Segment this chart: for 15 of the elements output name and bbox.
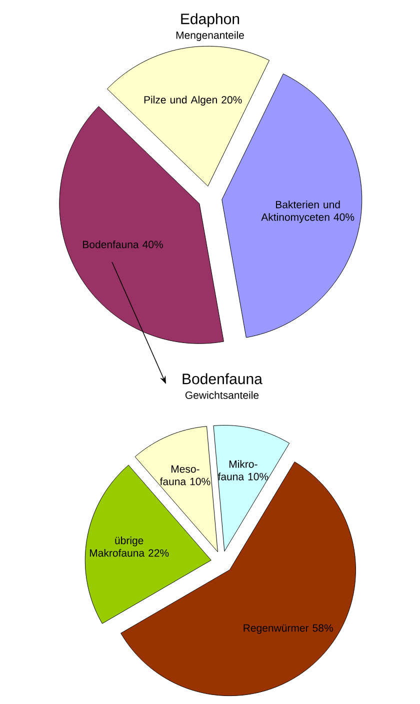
chart-title: Bodenfauna xyxy=(182,373,262,384)
slice-label: Bodenfauna xyxy=(83,240,139,248)
data-label: 20% xyxy=(222,96,242,104)
data-label: 22% xyxy=(148,549,169,557)
slice-label: Regenwürmer xyxy=(244,624,309,634)
chart-title: Edaphon xyxy=(181,13,240,28)
slice-label: Pilze und Algen xyxy=(144,96,217,106)
slice-label: übrige Makrofauna xyxy=(90,536,145,557)
chart-subtitle: Mengenanteile xyxy=(176,31,244,41)
data-label: 10% xyxy=(248,472,268,480)
chart-subtitle: Gewichtsanteile xyxy=(185,391,259,399)
data-label: 40% xyxy=(334,213,354,221)
data-label: 40% xyxy=(142,240,163,248)
data-label: 58% xyxy=(312,624,333,632)
data-label: 10% xyxy=(190,478,210,486)
